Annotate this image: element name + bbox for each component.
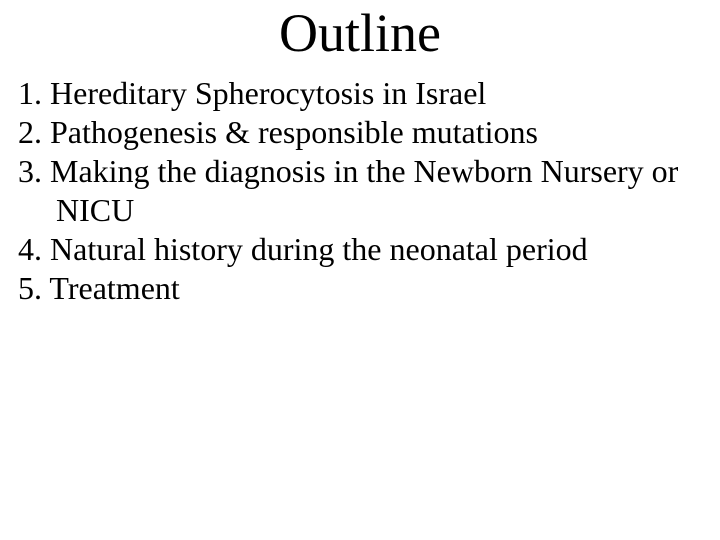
list-item: 3. Making the diagnosis in the Newborn N…	[18, 152, 710, 230]
item-text: Treatment	[49, 270, 179, 306]
slide-title: Outline	[0, 2, 720, 64]
item-text: Natural history during the neonatal peri…	[50, 231, 588, 267]
list-item: 2. Pathogenesis & responsible mutations	[18, 113, 710, 152]
slide: Outline 1. Hereditary Spherocytosis in I…	[0, 2, 720, 540]
item-number: 2.	[18, 114, 42, 150]
list-item: 4. Natural history during the neonatal p…	[18, 230, 710, 269]
item-text: Making the diagnosis in the Newborn Nurs…	[50, 153, 678, 228]
item-number: 3.	[18, 153, 42, 189]
item-text: Pathogenesis & responsible mutations	[50, 114, 538, 150]
item-number: 5.	[18, 270, 42, 306]
outline-list: 1. Hereditary Spherocytosis in Israel 2.…	[0, 74, 720, 308]
list-item: 1. Hereditary Spherocytosis in Israel	[18, 74, 710, 113]
item-text: Hereditary Spherocytosis in Israel	[50, 75, 486, 111]
list-item: 5. Treatment	[18, 269, 710, 308]
item-number: 4.	[18, 231, 42, 267]
item-number: 1.	[18, 75, 42, 111]
